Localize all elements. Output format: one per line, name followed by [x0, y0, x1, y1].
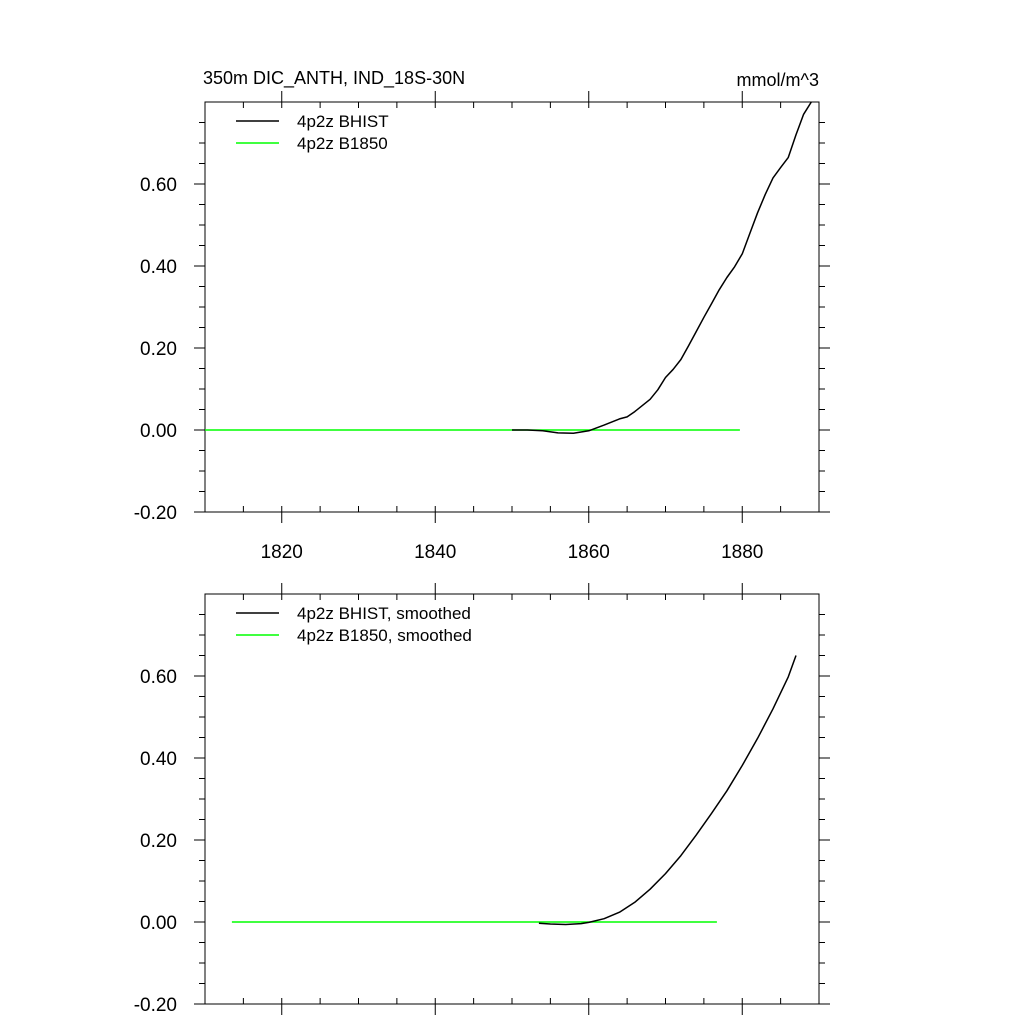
x-tick-label: 1840 — [414, 542, 456, 563]
top-panel: 1820 1840 1860 1880 -0.20 0.00 0.20 0.40 0.60 4p2… — [134, 91, 830, 563]
y-tick-label: -0.20 — [134, 503, 177, 524]
x-tick-label: 1880 — [721, 542, 763, 563]
plot-frame — [204, 101, 820, 513]
y-tick-label: -0.20 — [134, 995, 177, 1016]
legend-label: 4p2z BHIST, smoothed — [297, 604, 471, 623]
y-tick-label: 0.20 — [140, 831, 177, 852]
x-tick-label: 1820 — [261, 542, 303, 563]
legend-label: 4p2z B1850 — [297, 134, 388, 153]
x-tick-label: 1860 — [568, 542, 610, 563]
y-tick-label: 0.40 — [140, 257, 177, 278]
y-tick-label: 0.00 — [140, 421, 177, 442]
units-label: mmol/m^3 — [737, 70, 819, 90]
legend-label: 4p2z B1850, smoothed — [297, 626, 472, 645]
y-tick-label: 0.60 — [140, 667, 177, 688]
chart-title: 350m DIC_ANTH, IND_18S-30N — [203, 68, 465, 89]
y-tick-label: 0.60 — [140, 175, 177, 196]
y-tick-label: 0.40 — [140, 749, 177, 770]
bottom-panel: -0.20 0.00 0.20 0.40 0.60 4p2z BHIST, smoothe… — [134, 583, 830, 1016]
series-line-0 — [512, 101, 812, 435]
y-tick-label: 0.20 — [140, 339, 177, 360]
y-tick-label: 0.00 — [140, 913, 177, 934]
legend-label: 4p2z BHIST — [297, 112, 389, 131]
series-line-0 — [538, 655, 797, 926]
plot-frame — [204, 593, 820, 1005]
